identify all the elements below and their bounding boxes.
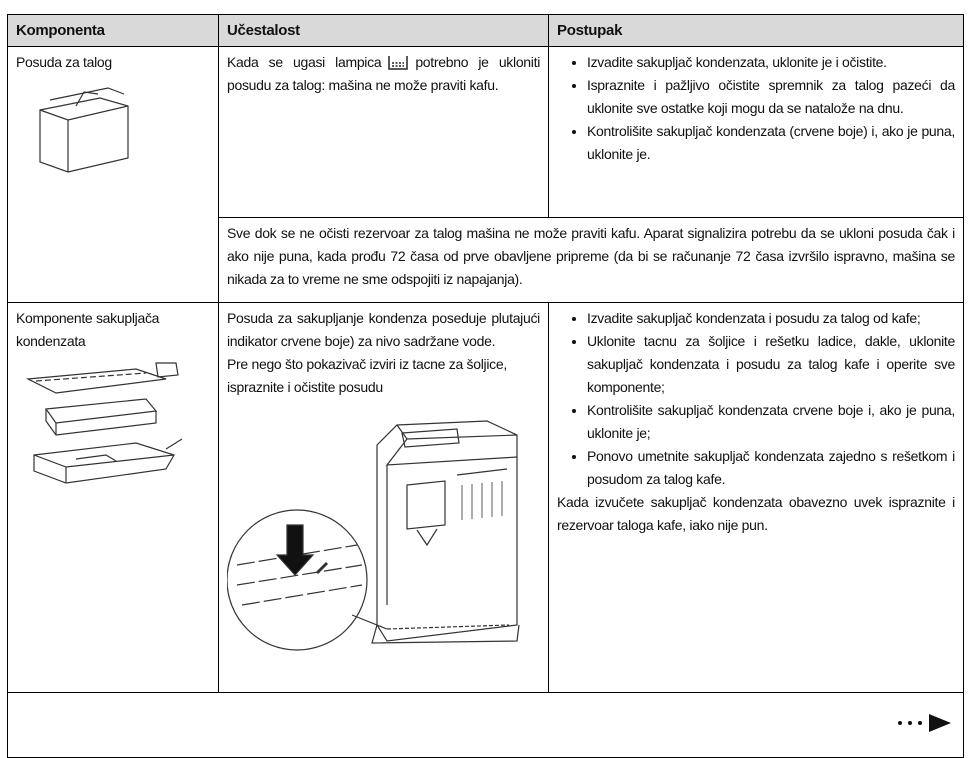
continuation-cell <box>7 692 964 758</box>
continue-arrow <box>898 714 951 732</box>
procedure-item: Izvadite sakupljač kondenzata, uklonite … <box>587 51 955 74</box>
row: Sve dok se ne očisti rezervoar za talog … <box>8 217 964 303</box>
procedure-item: Izvadite sakupljač kondenzata i posudu z… <box>587 307 955 330</box>
procedure-item: Kontrolišite sakupljač kondenzata (crven… <box>587 120 955 166</box>
text: Kada se ugasi lampica <box>227 54 382 70</box>
icon <box>388 56 409 71</box>
procedure-item: Ponovo umetnite sakupljač kondenzata zaj… <box>587 445 955 491</box>
frequency-text: Posuda za sakupljanje kondenza poseduje … <box>227 310 540 349</box>
row: Posuda za talog Kada se ugasi lampica pot… <box>7 46 964 303</box>
header-row: Komponenta Učestalost Postupak <box>7 14 964 47</box>
procedure-cell: Izvadite sakupljač kondenzata, uklonite … <box>548 46 964 218</box>
frequency-cell: Kada se ugasi lampica potrebno je uklonit… <box>218 46 549 218</box>
component-name: Komponente sakupljača kondenzata <box>16 310 160 349</box>
frequency-text: Kada se ugasi lampica potrebno je uklonit… <box>227 51 540 97</box>
procedure-item: Ispraznite i pažljivo očistite spremnik … <box>587 74 955 120</box>
header-cell: Komponenta <box>7 14 219 47</box>
procedure-list: Izvadite sakupljač kondenzata i posudu z… <box>557 307 955 491</box>
header-cell: Učestalost <box>218 14 549 47</box>
component-cell: Komponente sakupljača kondenzata <box>7 302 219 693</box>
illustration <box>25 362 183 484</box>
procedure-note: Kada izvučete sakupljač kondenzata obave… <box>557 494 955 533</box>
note-cell: Sve dok se ne očisti rezervoar za talog … <box>218 217 964 303</box>
text: potrebno je ukloniti posudu za talog: ma… <box>227 54 540 93</box>
procedure-item: Uklonite tacnu za šoljice i rešetku ladi… <box>587 330 955 399</box>
component-cell: Posuda za talog <box>7 46 219 303</box>
illustration <box>39 87 129 173</box>
row: Komponente sakupljača kondenzata Posuda … <box>7 302 964 693</box>
procedure-list: Izvadite sakupljač kondenzata, uklonite … <box>557 51 955 166</box>
row <box>7 692 964 758</box>
procedure-cell: Izvadite sakupljač kondenzata i posudu z… <box>548 302 964 693</box>
header-cell: Postupak <box>548 14 964 47</box>
maintenance-table: Komponenta Učestalost Postupak Posuda za… <box>7 14 964 758</box>
component-name: Posuda za talog <box>16 54 112 70</box>
machine-illustration <box>227 420 520 651</box>
frequency-text: Pre nego što pokazivač izviri iz tacne z… <box>227 356 507 395</box>
procedure-item: Kontrolišite sakupljač kondenzata crvene… <box>587 399 955 445</box>
frequency-cell: Posuda za sakupljanje kondenza poseduje … <box>218 302 549 693</box>
note: Sve dok se ne očisti rezervoar za talog … <box>227 225 955 287</box>
